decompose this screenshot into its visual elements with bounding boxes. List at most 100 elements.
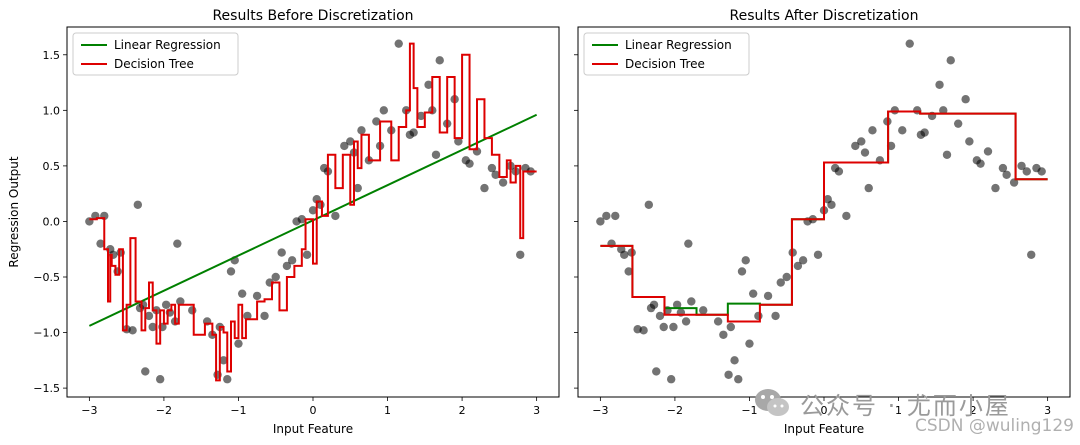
panel-after: Results After Discretization Input Featur… [574, 8, 1071, 436]
scatter-point [491, 170, 500, 179]
scatter-points [596, 39, 1046, 384]
scatter-point [219, 356, 228, 365]
scatter-point [353, 183, 362, 193]
scatter-point [754, 311, 763, 321]
x-tick-label: 2 [970, 404, 977, 417]
scatter-point [748, 289, 758, 298]
scatter-point [659, 322, 668, 332]
scatter-point [1022, 167, 1031, 176]
scatter-point [133, 200, 143, 209]
scatter-point [624, 267, 633, 276]
legend-label: Decision Tree [114, 57, 194, 71]
scatter-point [983, 147, 993, 156]
scatter-point [834, 167, 844, 176]
scatter-point [699, 306, 708, 315]
legend: Linear Regression Decision Tree [583, 32, 750, 76]
scatter-point [144, 311, 154, 321]
scatter-point [271, 272, 280, 282]
scatter-point [920, 128, 929, 137]
scatter-point [602, 211, 611, 221]
scatter-point [96, 239, 105, 248]
scatter-point [935, 80, 944, 89]
scatter-point [745, 339, 754, 348]
scatter-point [719, 330, 728, 339]
scatter-point [188, 306, 197, 315]
scatter-point [946, 56, 955, 65]
x-tick-label: 3 [1044, 404, 1051, 417]
scatter-point [827, 200, 836, 209]
scatter-point [148, 322, 157, 332]
scatter-point [713, 317, 723, 326]
legend-label: Decision Tree [625, 57, 705, 71]
scatter-point [516, 250, 525, 259]
scatter-point [730, 356, 739, 365]
scatter-point [991, 183, 1000, 193]
y-tick-label: 0.5 [43, 160, 61, 173]
wechat-icon [755, 389, 789, 416]
scatter-point [672, 300, 682, 309]
scatter-point [681, 317, 691, 326]
scatter-point [771, 311, 780, 321]
scatter-point [1009, 178, 1019, 187]
y-tick-label: 1.5 [43, 49, 61, 62]
scatter-point [498, 178, 508, 187]
decision-tree-line [600, 110, 1048, 323]
scatter-point [868, 126, 877, 135]
legend: Linear Regression Decision Tree [72, 32, 239, 76]
scatter-point [942, 150, 952, 159]
scatter-point [890, 106, 900, 115]
x-tick-label: 2 [459, 404, 466, 417]
x-tick-label: −1 [230, 404, 246, 417]
scatter-point [763, 291, 773, 301]
scatter-point [842, 211, 851, 221]
scatter-point [813, 250, 823, 259]
scatter-point [308, 206, 318, 215]
scatter-point [487, 163, 497, 173]
scatter-point [223, 375, 232, 384]
y-tick-label: 1.0 [43, 104, 61, 117]
scatter-point [357, 126, 366, 135]
legend-label: Linear Regression [625, 38, 732, 52]
scatter-point [961, 95, 970, 104]
scatter-point [173, 239, 182, 248]
legend-box [72, 32, 239, 76]
scatter-point [965, 137, 974, 146]
scatter-point [416, 111, 426, 121]
scatter-point [454, 137, 463, 146]
scatter-point [649, 300, 659, 309]
x-tick-label: −3 [592, 404, 608, 417]
chart-title: Results After Discretization [730, 8, 919, 24]
x-axis-label: Input Feature [273, 422, 353, 436]
scatter-point [898, 126, 907, 135]
scatter-point [340, 141, 349, 151]
scatter-point [741, 256, 750, 265]
scatter-point [776, 278, 785, 287]
scatter-point [644, 200, 654, 209]
scatter-point [431, 150, 441, 159]
scatter-point [611, 211, 620, 221]
scatter-point [669, 322, 678, 332]
y-tick-label: 0.0 [43, 215, 61, 228]
panel-before: Results Before Discretization Input Featu… [33, 8, 560, 436]
scatter-point [297, 215, 307, 224]
scatter-point [939, 106, 948, 115]
scatter-point [1037, 167, 1046, 176]
scatter-point [793, 261, 803, 271]
scatter-point [998, 163, 1008, 173]
x-axis-label: Input Feature [784, 422, 864, 436]
x-tick-label: −2 [667, 404, 683, 417]
scatter-point [161, 300, 171, 309]
axes-frame [66, 26, 560, 398]
scatter-point [237, 289, 247, 298]
scatter-point [346, 137, 355, 146]
scatter-point [435, 56, 444, 65]
scatter-point [372, 117, 381, 126]
legend-box [583, 32, 750, 76]
scatter-point [141, 367, 150, 376]
scatter-point [864, 183, 873, 193]
scatter-point [331, 211, 340, 221]
scatter-point [302, 250, 312, 259]
scatter-point [782, 272, 791, 282]
csdn-watermark: CSDN @wuling129 [914, 416, 1074, 436]
